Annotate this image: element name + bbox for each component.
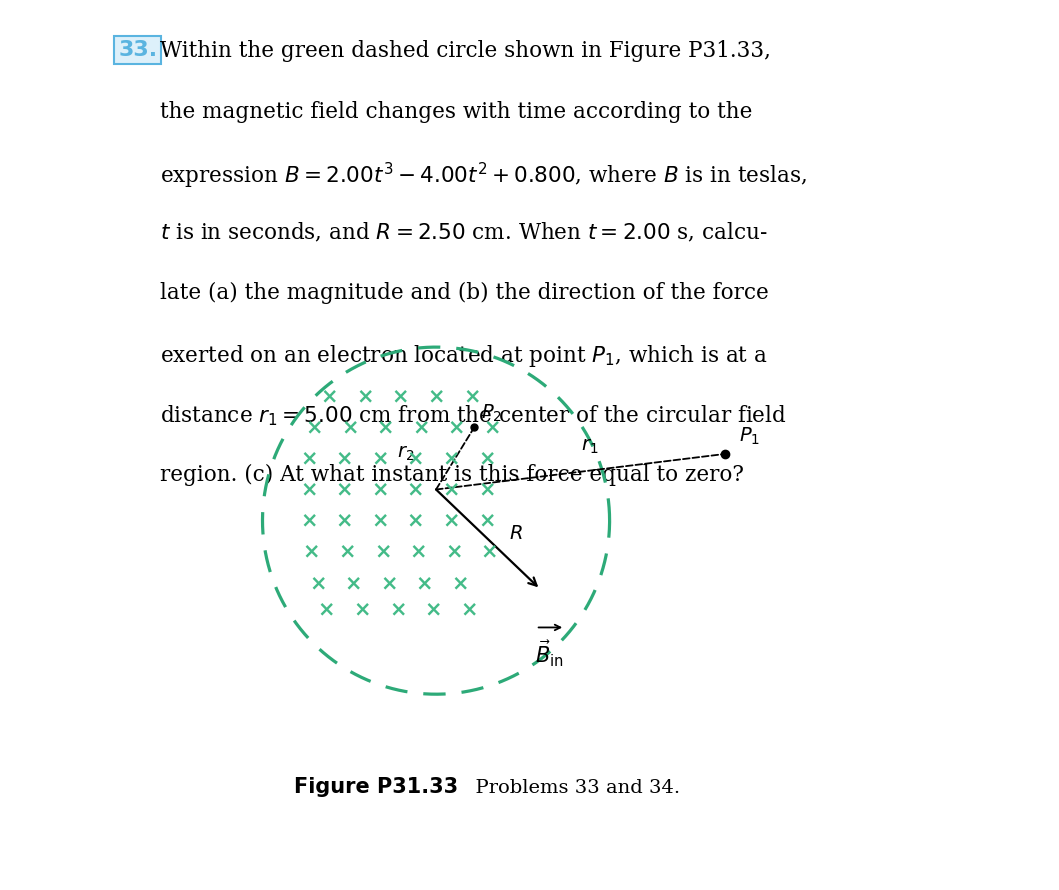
Text: region. (c) At what instant is this force equal to zero?: region. (c) At what instant is this forc…: [160, 464, 744, 486]
Text: ×: ×: [318, 600, 336, 619]
Text: ×: ×: [448, 417, 465, 437]
Text: ×: ×: [380, 573, 397, 593]
Text: ×: ×: [478, 480, 496, 499]
Text: ×: ×: [305, 417, 323, 437]
Text: distance $r_1 = 5.00$ cm from the center of the circular field: distance $r_1 = 5.00$ cm from the center…: [160, 403, 787, 428]
Text: ×: ×: [407, 511, 425, 530]
Text: $t$ is in seconds, and $R = 2.50$ cm. When $t = 2.00$ s, calcu-: $t$ is in seconds, and $R = 2.50$ cm. Wh…: [160, 222, 768, 245]
Text: ×: ×: [374, 542, 392, 562]
Text: ×: ×: [407, 480, 425, 499]
Text: expression $B = 2.00t^3 - 4.00t^2 + 0.800$, where $B$ is in teslas,: expression $B = 2.00t^3 - 4.00t^2 + 0.80…: [160, 161, 807, 191]
Text: ×: ×: [463, 386, 481, 406]
Text: ×: ×: [443, 449, 460, 468]
Text: 33.: 33.: [119, 40, 158, 60]
Text: $P_1$: $P_1$: [738, 425, 759, 447]
Text: ×: ×: [451, 573, 469, 593]
Text: ×: ×: [309, 573, 326, 593]
Text: $r_1$: $r_1$: [581, 437, 598, 456]
Text: ×: ×: [445, 542, 463, 562]
Text: ×: ×: [303, 542, 320, 562]
Text: ×: ×: [389, 600, 407, 619]
Text: ×: ×: [338, 542, 356, 562]
Text: ×: ×: [341, 417, 358, 437]
Text: ×: ×: [407, 449, 425, 468]
Text: Problems 33 and 34.: Problems 33 and 34.: [463, 779, 680, 797]
Text: ×: ×: [336, 480, 353, 499]
Text: $P_2$: $P_2$: [482, 402, 502, 424]
Text: ×: ×: [483, 417, 501, 437]
Text: ×: ×: [410, 542, 427, 562]
Text: Figure P31.33: Figure P31.33: [294, 777, 459, 797]
Text: exerted on an electron located at point $P_1$, which is at a: exerted on an electron located at point …: [160, 343, 768, 368]
Text: ×: ×: [443, 511, 460, 530]
Text: ×: ×: [372, 449, 389, 468]
Text: late (a) the magnitude and (b) the direction of the force: late (a) the magnitude and (b) the direc…: [160, 282, 769, 304]
Text: ×: ×: [377, 417, 394, 437]
Text: ×: ×: [461, 600, 478, 619]
Text: ×: ×: [300, 511, 318, 530]
Text: ×: ×: [372, 480, 389, 499]
Text: ×: ×: [416, 573, 433, 593]
Text: ×: ×: [356, 386, 374, 406]
Text: ×: ×: [336, 511, 353, 530]
Text: ×: ×: [336, 449, 353, 468]
Text: ×: ×: [344, 573, 362, 593]
Text: $R$: $R$: [509, 525, 523, 543]
Text: ×: ×: [425, 600, 442, 619]
Text: $r_2$: $r_2$: [396, 445, 414, 463]
Text: ×: ×: [427, 386, 445, 406]
Text: ×: ×: [300, 480, 318, 499]
Text: Within the green dashed circle shown in Figure P31.33,: Within the green dashed circle shown in …: [160, 40, 771, 62]
Text: $\vec{B}_{\rm in}$: $\vec{B}_{\rm in}$: [535, 639, 563, 669]
Text: ×: ×: [354, 600, 371, 619]
Text: ×: ×: [392, 386, 409, 406]
Text: ×: ×: [372, 511, 389, 530]
Text: ×: ×: [478, 511, 496, 530]
Text: ×: ×: [412, 417, 430, 437]
Text: ×: ×: [443, 480, 460, 499]
Text: the magnetic field changes with time according to the: the magnetic field changes with time acc…: [160, 101, 753, 123]
Text: ×: ×: [481, 542, 498, 562]
Text: ×: ×: [321, 386, 338, 406]
Text: ×: ×: [300, 449, 318, 468]
Text: ×: ×: [478, 449, 496, 468]
